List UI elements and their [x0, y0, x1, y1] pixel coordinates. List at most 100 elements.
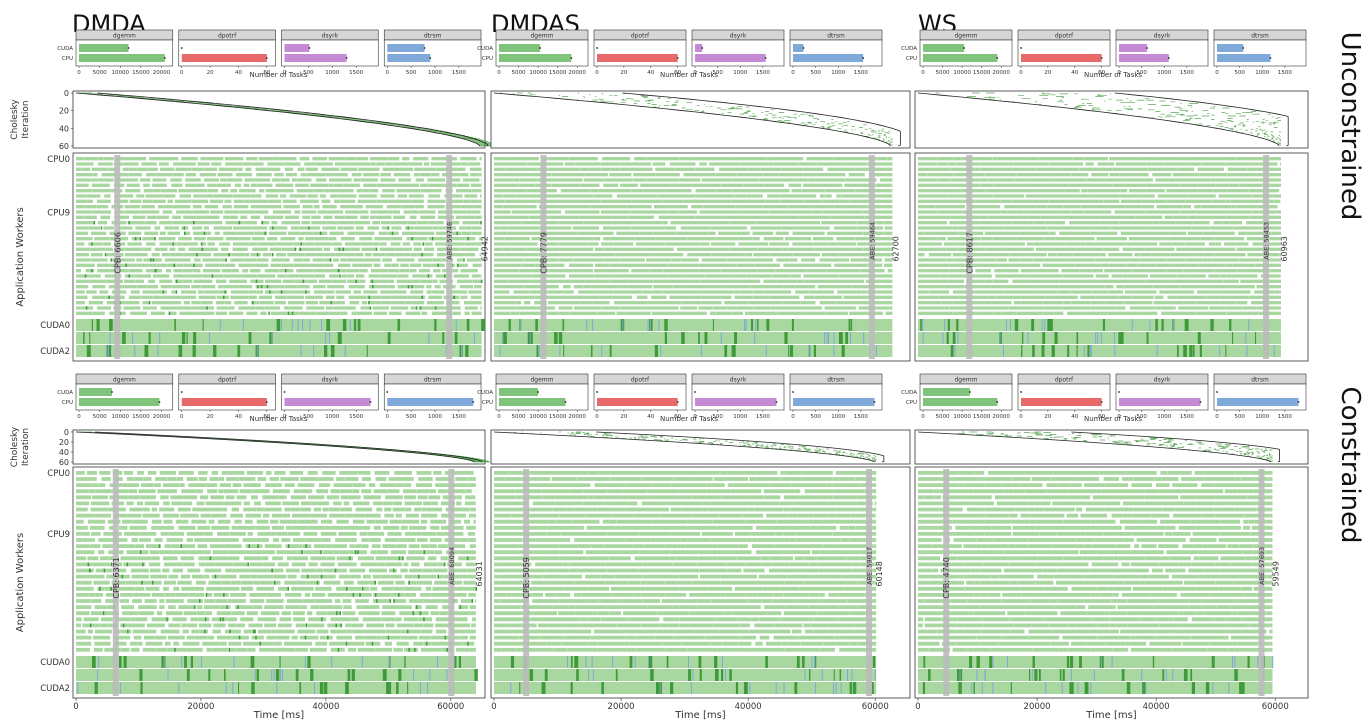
tick-label: 40: [1071, 70, 1078, 76]
facet-frame: [75, 39, 174, 67]
point-dgemm-cpu: [996, 57, 999, 59]
facet-dgemm: dgemm 0 5000 10000 15000 20000 CUDA CPU: [901, 373, 1013, 420]
bar-dpotrf-cpu: [1021, 398, 1102, 406]
cpb-marker: [523, 469, 530, 696]
worker-tick-label: CPU0: [47, 155, 70, 165]
gantt-panel-ws-unconstrained: CPB: 8617 ABE: 58453 60963: [914, 152, 1309, 362]
tick-label: 500: [406, 70, 417, 76]
tick-label: 500: [303, 414, 314, 420]
facet-frame: [178, 383, 276, 411]
bar-dpotrf-cpu: [1021, 54, 1102, 62]
facet-frame: [495, 39, 589, 67]
tick-label: 1500: [854, 414, 868, 420]
gantt-panel-ws-constrained: CPB: 4740 ABE: 57693 59549 0 20000 40000 60000…: [914, 466, 1309, 721]
facet-dsyrk: dsyrk 0 500 1000 1500: [1115, 373, 1209, 420]
cholesky-panel-ws-unconstrained: [914, 90, 1309, 149]
iteration-upper-envelope: [596, 431, 885, 463]
row-label-cuda: CUDA: [477, 390, 493, 396]
facet-dsyrk: dsyrk 0 500 1000 1500: [281, 29, 379, 76]
scenario-label-constrained: Constrained: [1335, 386, 1365, 543]
facet-dpotrf: dpotrf 0 20 40 60: [178, 29, 276, 76]
tick-label: 500: [303, 70, 314, 76]
facet-title: dtrsm: [424, 377, 442, 384]
bar-dsyrk-cuda: [695, 44, 703, 52]
cpb-label: CPB: 4740: [942, 557, 951, 599]
tick-label: 10000: [529, 414, 547, 420]
bar-dgemm-cuda: [79, 388, 112, 396]
iteration-lower-envelope: [493, 92, 891, 147]
cpb-marker: [540, 155, 547, 359]
bar-dtrsm-cuda: [387, 44, 425, 52]
facet-dgemm: dgemm 0 5000 10000 15000 20000 CUDA CPU: [901, 29, 1013, 76]
cpu-rows: [494, 157, 893, 315]
facet-frame: [75, 383, 174, 411]
bar-dsyrk-cuda: [1119, 44, 1148, 52]
gantt-panel-dmdas-unconstrained: CPB: 7779 ABE: 59464 62700: [490, 152, 911, 362]
cuda-worker-row: [494, 332, 893, 344]
bar-dsyrk-cpu: [284, 54, 347, 62]
cpu-rows: [494, 471, 877, 652]
tick-label: 500: [1234, 70, 1245, 76]
cpb-marker: [112, 469, 119, 696]
facet-frame: [691, 383, 785, 411]
abe-label: ABE: 58453: [1263, 222, 1271, 260]
bar-dtrsm-cpu: [793, 398, 875, 406]
facet-frame: [789, 383, 883, 411]
point-dsyrk-cpu: [345, 57, 348, 59]
facet-frame: [383, 39, 482, 67]
iter-tick-label: 60: [59, 458, 69, 467]
tick-label: 10000: [112, 414, 130, 420]
abe-label: ABE: 59017: [865, 547, 873, 585]
abe-label: ABE: 59748: [446, 222, 454, 260]
facet-frame: [1115, 383, 1209, 411]
worker-tick-label: CPU0: [47, 469, 70, 479]
tick-label: 20000: [992, 70, 1010, 76]
facet-frame: [1115, 39, 1209, 67]
row-label-cuda: CUDA: [901, 46, 917, 52]
tick-label: 20: [1044, 70, 1051, 76]
tick-label: 500: [810, 414, 821, 420]
row-label-cpu: CPU: [906, 400, 917, 406]
bar-dtrsm-cpu: [387, 54, 431, 62]
point-dtrsm-cuda: [792, 391, 794, 393]
row-label-cpu: CPU: [482, 56, 493, 62]
tasks-axis-label: Number of Tasks: [1084, 71, 1142, 79]
tick-label: 40: [647, 70, 654, 76]
bar-dgemm-cpu: [923, 54, 998, 62]
time-axis-label: Time [ms]: [253, 710, 305, 721]
row-label-cpu: CPU: [906, 56, 917, 62]
tick-label: 0: [693, 414, 697, 420]
point-dsyrk-cuda: [694, 391, 696, 393]
facet-frame: [593, 383, 687, 411]
tasks-axis-label: Number of Tasks: [1084, 415, 1142, 423]
tick-label: 1500: [1180, 70, 1194, 76]
cuda-rows: [494, 319, 893, 357]
facet-dpotrf: dpotrf 0 20 40 60: [1017, 373, 1111, 420]
cholesky-frame: [490, 429, 911, 465]
cpb-label: CPB: 6606: [113, 232, 122, 274]
cpb-marker: [966, 155, 973, 359]
bar-dgemm-cpu: [499, 54, 572, 62]
time-tick-label: 20000: [187, 702, 214, 712]
iter-tick-label: 40: [59, 124, 69, 133]
iteration-upper-envelope: [622, 92, 901, 147]
facet-title: dgemm: [531, 33, 554, 40]
tick-label: 0: [921, 414, 925, 420]
bar-dgemm-cpu: [79, 54, 165, 62]
bar-dpotrf-cpu: [597, 398, 678, 406]
facet-frame: [178, 39, 276, 67]
iter-tick-label: 20: [59, 438, 69, 447]
point-dsyrk-cuda: [1118, 391, 1120, 393]
tick-label: 0: [180, 70, 184, 76]
bar-dgemm-cuda: [79, 44, 129, 52]
bar-dpotrf-cpu: [181, 54, 267, 62]
tick-label: 5000: [936, 70, 950, 76]
tick-label: 1000: [428, 414, 442, 420]
gantt-panel-dmdas-constrained: CPB: 5059 ABE: 59017 60148 0 20000 40000 60000…: [490, 466, 911, 721]
tick-label: 5000: [93, 414, 107, 420]
tick-label: 500: [406, 414, 417, 420]
workers-axis-label: Application Workers: [15, 207, 26, 307]
